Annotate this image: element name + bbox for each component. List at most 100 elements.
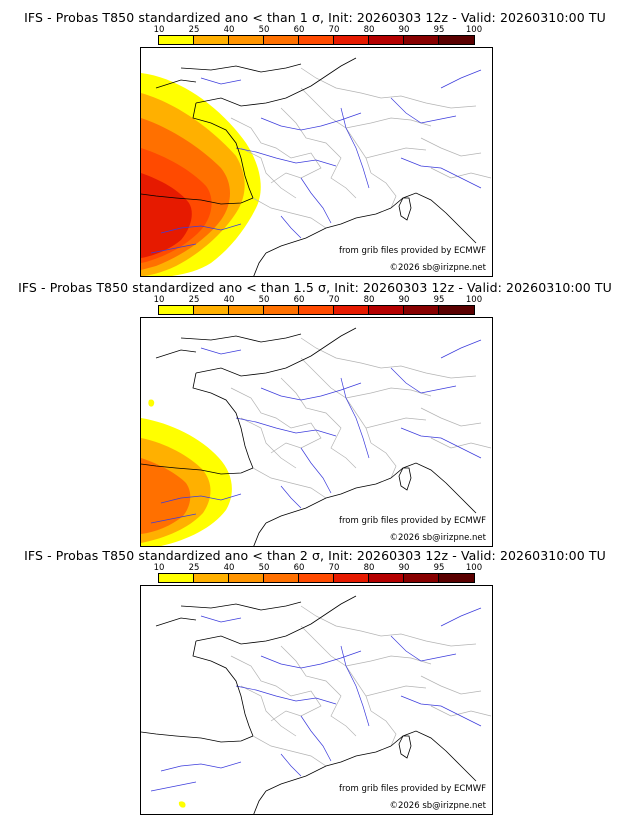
border-line [240, 417, 297, 469]
color-scale-segment [159, 574, 194, 582]
color-scale-segment [369, 574, 404, 582]
coast-line [180, 333, 302, 343]
border-line [252, 735, 327, 767]
color-scale-label: 80 [363, 295, 375, 305]
color-scale-label: 100 [465, 295, 483, 305]
color-scale-label: 70 [328, 25, 340, 35]
coast-line [253, 522, 267, 546]
color-scale-label: 60 [293, 295, 305, 305]
border-line [230, 655, 322, 722]
data-source-credit: from grib files provided by ECMWF [339, 784, 486, 794]
border-line [300, 67, 477, 109]
border-line [430, 437, 492, 449]
coast-line [265, 207, 392, 254]
color-scale-label: 100 [465, 563, 483, 573]
river-line [200, 77, 242, 85]
river-line [400, 157, 482, 189]
admin-borders [230, 337, 492, 499]
map-panel-3: IFS - Probas T850 standardized ano < tha… [0, 548, 630, 818]
river-line [160, 223, 242, 234]
color-scale-label: 100 [465, 25, 483, 35]
color-scale-segment [264, 574, 299, 582]
river-line [440, 339, 482, 359]
river-line [235, 147, 337, 167]
coast-line [253, 790, 267, 814]
probability-field [178, 801, 186, 808]
color-scale-label: 70 [328, 563, 340, 573]
rivers [150, 607, 482, 792]
coastlines [141, 57, 477, 276]
river-line [390, 367, 457, 394]
probability-area [141, 173, 192, 258]
color-scale-label: 10 [153, 295, 165, 305]
river-line [340, 107, 370, 189]
color-scale-label: 90 [398, 25, 410, 35]
color-scale-segment [334, 306, 369, 314]
color-scale-label: 40 [223, 25, 235, 35]
border-line [365, 685, 427, 697]
coast-line [398, 735, 412, 759]
color-scale-label: 25 [188, 25, 200, 35]
river-line [200, 347, 242, 355]
color-scale-label: 95 [433, 295, 445, 305]
color-scale-label: 80 [363, 25, 375, 35]
color-scale-segment [404, 306, 439, 314]
probability-field [141, 399, 232, 546]
panel-title: IFS - Probas T850 standardized ano < tha… [24, 10, 606, 25]
border-line [365, 147, 427, 159]
color-scale-label: 95 [433, 563, 445, 573]
admin-borders [230, 67, 492, 229]
coast-line [141, 731, 254, 743]
border-line [280, 377, 357, 469]
border-line [370, 172, 397, 209]
probability-field [141, 73, 261, 276]
coast-line [192, 372, 254, 469]
color-scale-segment [334, 574, 369, 582]
border-line [370, 710, 397, 747]
color-scale-segment [264, 36, 299, 44]
border-line [300, 605, 477, 647]
border-line [345, 387, 432, 399]
color-scale-labels: 10 25 40 50 60 70 80 90 95 100 [154, 25, 492, 35]
data-source-credit: from grib files provided by ECMWF [339, 246, 486, 256]
color-scale-segment [194, 36, 229, 44]
color-scale-label: 50 [258, 295, 270, 305]
river-line [150, 243, 197, 254]
river-line [400, 427, 482, 459]
color-scale-bar [158, 35, 475, 45]
color-scale-segment [334, 36, 369, 44]
color-scale-segment [229, 36, 264, 44]
coast-line [141, 193, 254, 205]
river-line [300, 447, 332, 494]
admin-borders [230, 605, 492, 767]
border-line [420, 675, 482, 695]
probability-map: from grib files provided by ECMWF ©2026 … [140, 47, 493, 277]
panel-title: IFS - Probas T850 standardized ano < tha… [18, 280, 612, 295]
color-scale-label: 25 [188, 295, 200, 305]
border-line [345, 117, 432, 129]
river-line [150, 513, 197, 524]
color-scale-bar [158, 573, 475, 583]
copyright-credit: ©2026 sb@irizpne.net [389, 533, 486, 543]
map-canvas [141, 327, 492, 546]
color-scale-segment [229, 306, 264, 314]
color-scale-segment [299, 306, 334, 314]
coast-line [155, 349, 197, 359]
river-line [300, 715, 332, 762]
coast-line [265, 745, 392, 792]
map-canvas [141, 595, 492, 814]
probability-map: from grib files provided by ECMWF ©2026 … [140, 317, 493, 547]
color-scale-segment [229, 574, 264, 582]
color-scale-label: 95 [433, 25, 445, 35]
rivers [150, 339, 482, 524]
border-line [420, 407, 482, 427]
border-line [240, 147, 297, 199]
color-scale-segment [369, 36, 404, 44]
color-scale-segment [404, 574, 439, 582]
copyright-credit: ©2026 sb@irizpne.net [389, 263, 486, 273]
coast-line [180, 63, 302, 73]
border-line [252, 467, 327, 499]
panel-title: IFS - Probas T850 standardized ano < tha… [24, 548, 606, 563]
probability-map: from grib files provided by ECMWF ©2026 … [140, 585, 493, 815]
color-scale-label: 60 [293, 25, 305, 35]
